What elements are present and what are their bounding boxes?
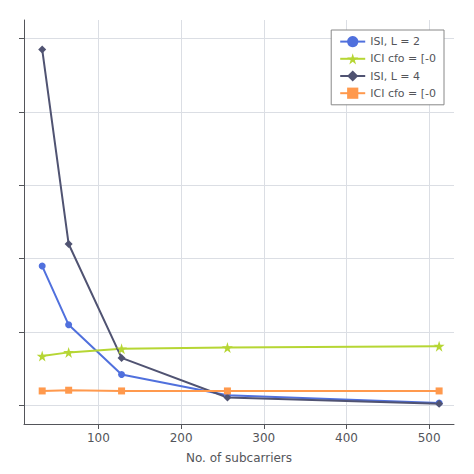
svg-text:400: 400 <box>335 431 358 445</box>
svg-text:No. of subcarriers: No. of subcarriers <box>186 451 292 465</box>
svg-text:ICI cfo = [-0: ICI cfo = [-0 <box>370 52 436 65</box>
svg-text:ICI cfo = [-0: ICI cfo = [-0 <box>370 87 436 100</box>
svg-text:ISI, L = 4: ISI, L = 4 <box>370 70 420 83</box>
svg-text:500: 500 <box>418 431 441 445</box>
svg-text:300: 300 <box>252 431 275 445</box>
svg-text:ISI, L = 2: ISI, L = 2 <box>370 35 420 48</box>
svg-text:200: 200 <box>170 431 193 445</box>
svg-text:100: 100 <box>87 431 110 445</box>
